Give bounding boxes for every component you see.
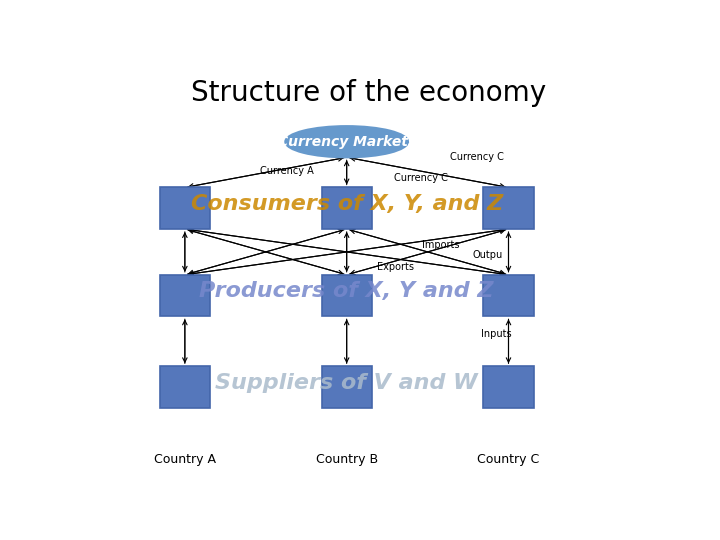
Bar — [322, 366, 372, 408]
Text: Consumers of X, Y, and Z: Consumers of X, Y, and Z — [191, 194, 503, 214]
Bar — [322, 275, 372, 316]
Text: Country B: Country B — [315, 453, 378, 466]
Text: Outpu: Outpu — [472, 250, 503, 260]
Bar — [160, 366, 210, 408]
Bar — [322, 187, 372, 229]
Text: Currency Markets: Currency Markets — [278, 134, 415, 149]
Text: Suppliers of V and W: Suppliers of V and W — [215, 373, 478, 393]
Text: Currency A: Currency A — [260, 166, 314, 176]
Text: Country C: Country C — [477, 453, 539, 466]
Text: Structure of the economy: Structure of the economy — [192, 79, 546, 107]
Text: Currency C: Currency C — [394, 173, 448, 183]
Text: Country A: Country A — [154, 453, 216, 466]
Bar — [483, 187, 534, 229]
Text: Inputs: Inputs — [481, 329, 511, 339]
Bar — [160, 275, 210, 316]
Bar — [483, 366, 534, 408]
Text: Exports: Exports — [377, 262, 415, 272]
Bar — [483, 275, 534, 316]
Bar — [160, 187, 210, 229]
Text: Currency C: Currency C — [450, 152, 504, 162]
Ellipse shape — [285, 126, 408, 157]
Text: Producers of X, Y and Z: Producers of X, Y and Z — [199, 281, 494, 301]
Text: Imports: Imports — [422, 240, 459, 250]
